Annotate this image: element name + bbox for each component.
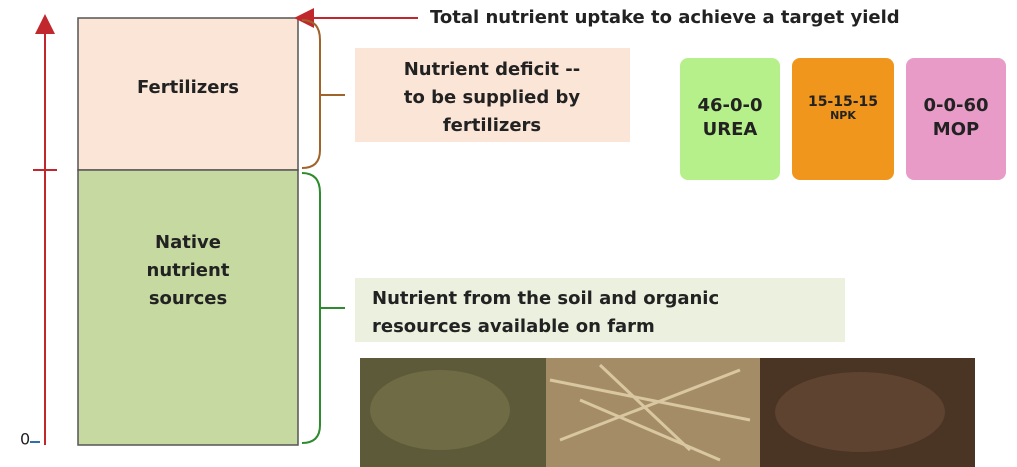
- native-bracket: [302, 173, 345, 443]
- callout-text: fertilizers: [443, 115, 541, 136]
- callout-text: to be supplied by: [404, 87, 580, 108]
- photo-detail: [775, 372, 945, 452]
- deficit-bracket: [302, 20, 345, 168]
- bag-label: UREA: [703, 119, 758, 140]
- title: Total nutrient uptake to achieve a targe…: [430, 7, 900, 28]
- diagram: 0 Total nutrient uptake to achieve a tar…: [0, 0, 1017, 467]
- bag-label: 0-0-60: [923, 95, 988, 116]
- bag-label: NPK: [830, 109, 856, 122]
- photo-detail: [370, 370, 510, 450]
- callout-text: Nutrient deficit --: [404, 59, 581, 80]
- node-label: sources: [149, 288, 227, 309]
- callout-text: Nutrient from the soil and organic: [372, 288, 719, 309]
- node-label: Fertilizers: [137, 77, 239, 98]
- bag-label: MOP: [933, 119, 979, 140]
- node-label: Native: [155, 232, 221, 253]
- node-label: nutrient: [147, 260, 230, 281]
- callout-text: resources available on farm: [372, 316, 655, 337]
- bag-label: 46-0-0: [697, 95, 762, 116]
- origin-label: 0: [20, 430, 30, 449]
- bag-label: 15-15-15: [808, 94, 878, 110]
